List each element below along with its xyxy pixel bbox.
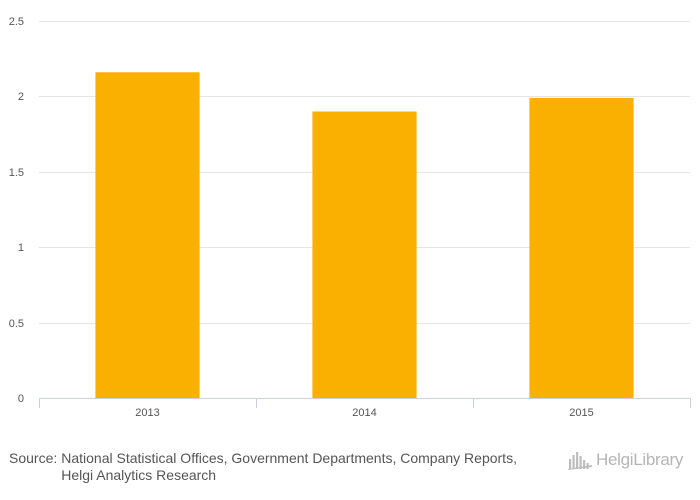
y-tick-label: 0 (18, 393, 24, 405)
x-tick-label-2015: 2015 (569, 407, 593, 419)
bars (95, 72, 634, 399)
bar-2014 (312, 111, 417, 398)
y-tick-label: 1.5 (9, 167, 24, 179)
x-axis-ticks (39, 398, 691, 408)
y-tick-label: 1 (18, 242, 24, 254)
logo-text: HelgiLibrary (596, 450, 684, 469)
source-text: National Statistical Offices, Government… (61, 450, 517, 483)
bar-2015 (529, 97, 634, 399)
bar-chart: 0 0.5 1 1.5 2 2.5 2013 2014 2015 (9, 16, 691, 419)
x-tick-label-2013: 2013 (135, 407, 159, 419)
y-axis-tick-labels: 0 0.5 1 1.5 2 2.5 (9, 16, 24, 405)
source-note: Source: National Statistical Offices, Go… (9, 450, 549, 484)
helgi-library-logo: HelgiLibrary (568, 448, 683, 472)
y-tick-label: 2.5 (9, 16, 24, 28)
source-label: Source: (9, 450, 58, 466)
bar-2013 (95, 72, 200, 398)
helgi-library-logo-icon (568, 452, 592, 470)
x-axis-tick-labels: 2013 2014 2015 (135, 407, 593, 419)
x-tick-label-2014: 2014 (352, 407, 376, 419)
y-tick-label: 2 (18, 91, 24, 103)
y-tick-label: 0.5 (9, 318, 24, 330)
